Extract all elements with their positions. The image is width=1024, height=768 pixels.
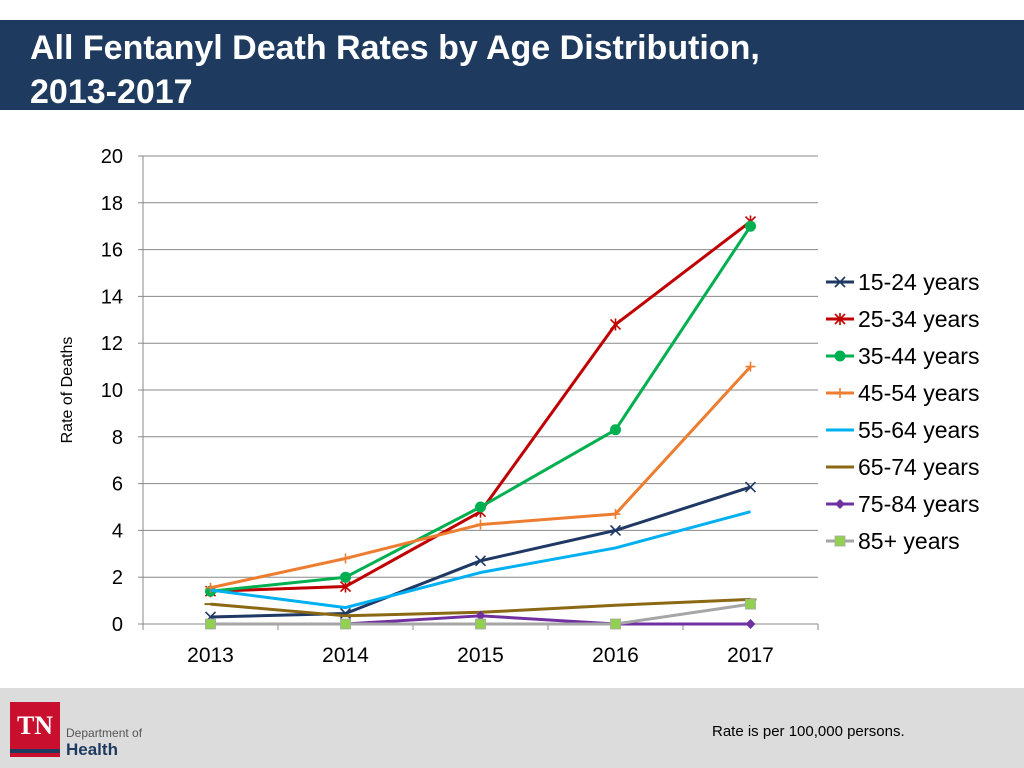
legend-label: 35-44 years (858, 343, 979, 369)
plus-marker (610, 509, 621, 520)
x-tick-label: 2015 (457, 644, 504, 667)
page-title-line-1: All Fentanyl Death Rates by Age Distribu… (30, 29, 760, 67)
y-tick-label: 2 (112, 567, 123, 589)
footnote: Rate is per 100,000 persons. (712, 723, 905, 740)
diamond-marker (835, 499, 845, 509)
legend-item: 25-34 years (826, 306, 979, 332)
series-55-64-years (210, 510, 751, 610)
square-marker (475, 618, 486, 630)
x-tick-label: 2016 (592, 644, 639, 667)
circle-marker (340, 571, 351, 583)
square-marker (834, 535, 846, 547)
series-line (210, 510, 751, 610)
circle-marker (834, 350, 846, 362)
x-marker (474, 555, 487, 567)
legend-item: 65-74 years (826, 454, 979, 480)
plus-marker (475, 519, 486, 530)
legend-label: 45-54 years (858, 380, 979, 406)
x-tick-label: 2014 (322, 644, 369, 667)
square-marker (340, 618, 351, 630)
y-tick-label: 20 (101, 146, 123, 168)
legend-item: 45-54 years (826, 380, 979, 406)
title-bar: All Fentanyl Death Rates by Age Distribu… (0, 20, 1024, 111)
legend-label: 65-74 years (858, 454, 979, 480)
legend-item: 85+ years (826, 528, 960, 554)
diamond-marker (475, 610, 486, 621)
circle-marker (475, 501, 486, 513)
diamond-marker (745, 619, 756, 629)
square-marker (205, 618, 216, 630)
legend-label: 25-34 years (858, 306, 979, 332)
footer-band (0, 688, 1024, 768)
legend-label: 55-64 years (858, 417, 979, 443)
plus-marker (745, 361, 756, 372)
y-tick-label: 12 (101, 333, 123, 355)
y-tick-label: 18 (101, 193, 123, 215)
x-marker (834, 276, 846, 288)
y-tick-label: 8 (112, 427, 123, 449)
tn-logo-stripe (10, 749, 60, 753)
y-tick-label: 4 (112, 520, 123, 542)
legend-item: 75-84 years (826, 491, 979, 517)
series-15-24-years (204, 481, 757, 623)
legend-item: 35-44 years (826, 343, 979, 369)
series-35-44-years (205, 220, 756, 597)
x-tick-label: 2013 (187, 644, 234, 667)
series-45-54-years (205, 361, 756, 593)
tn-logo-box: TN (10, 702, 60, 757)
tn-logo-text: TN (16, 711, 54, 740)
plus-marker (835, 388, 845, 398)
legend-label: 85+ years (858, 528, 960, 554)
line-chart: 0 2 4 6 8 10 12 14 16 18 20 2013 2014 2015 2016 2017 Rat… (59, 146, 979, 667)
plus-marker (340, 553, 351, 564)
circle-marker (610, 424, 621, 436)
x-marker (744, 481, 757, 493)
y-tick-label: 14 (101, 286, 123, 308)
series-line (210, 365, 752, 590)
legend-label: 75-84 years (858, 491, 979, 517)
x-tick-label: 2017 (727, 644, 774, 667)
legend-label: 15-24 years (858, 269, 979, 295)
page-title-line-2: 2013-2017 (30, 73, 193, 111)
star-marker (834, 313, 846, 325)
logo-health-text: Health (66, 740, 118, 759)
square-marker (745, 598, 756, 610)
tn-health-logo: TN Department of Health (10, 702, 160, 762)
y-axis-title: Rate of Deaths (59, 337, 76, 444)
square-marker (610, 618, 621, 630)
y-tick-label: 10 (101, 380, 123, 402)
legend-item: 15-24 years (826, 269, 979, 295)
circle-marker (745, 220, 756, 232)
series-line (210, 220, 752, 593)
legend-item: 55-64 years (826, 417, 979, 443)
y-tick-label: 0 (112, 614, 123, 636)
series-line (210, 225, 752, 593)
series-25-34-years (204, 215, 757, 598)
y-tick-label: 6 (112, 474, 123, 496)
x-marker (609, 524, 622, 536)
logo-department-text: Department of (66, 726, 143, 740)
star-marker (609, 318, 622, 331)
y-tick-label: 16 (101, 240, 123, 262)
series-85-years (205, 598, 756, 630)
